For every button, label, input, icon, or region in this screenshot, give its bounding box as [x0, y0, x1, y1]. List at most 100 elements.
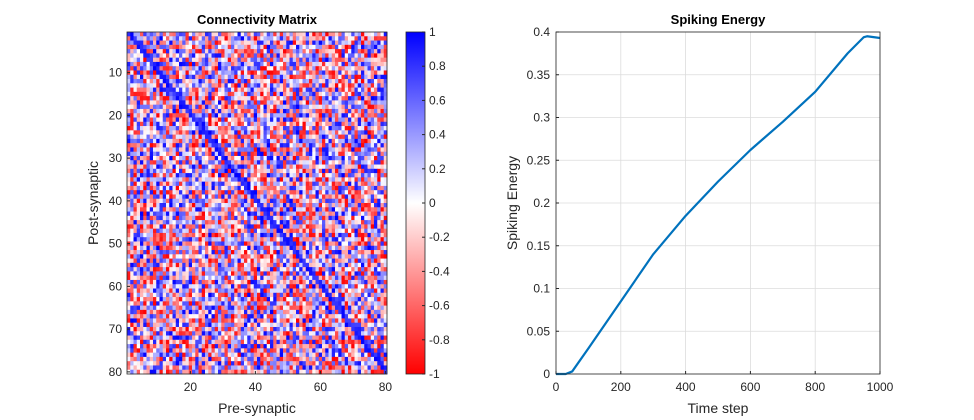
heatmap-cell: [305, 108, 310, 114]
heatmap-cell: [351, 198, 355, 204]
heatmap-cell: [341, 267, 346, 272]
heatmap-cell: [374, 74, 378, 80]
heatmap-cell: [224, 91, 229, 97]
heatmap-cell: [130, 53, 134, 59]
heatmap-cell: [237, 32, 242, 37]
heatmap-cell: [351, 279, 355, 285]
heatmap-cell: [211, 121, 216, 127]
heatmap-cell: [279, 224, 284, 230]
heatmap-cell: [214, 181, 219, 187]
heatmap-cell: [335, 232, 339, 238]
heatmap-cell: [351, 245, 355, 251]
heatmap-cell: [201, 288, 206, 294]
heatmap-cell: [348, 164, 352, 170]
heatmap-cell: [221, 203, 225, 208]
heatmap-cell: [260, 198, 264, 204]
heatmap-cell: [136, 164, 141, 170]
heatmap-cell: [162, 262, 167, 268]
heatmap-cell: [205, 143, 209, 148]
heatmap-cell: [250, 130, 255, 135]
heatmap-cell: [162, 100, 167, 106]
heatmap-cell: [289, 275, 294, 281]
heatmap-cell: [159, 143, 164, 148]
heatmap-cell: [312, 271, 316, 277]
heatmap-cell: [231, 108, 235, 114]
heatmap-cell: [276, 117, 281, 123]
heatmap-cell: [325, 117, 329, 123]
heatmap-cell: [218, 53, 222, 59]
heatmap-cell: [227, 232, 232, 238]
heatmap-cell: [146, 74, 151, 80]
heatmap-cell: [315, 70, 320, 76]
heatmap-cell: [205, 44, 209, 50]
heatmap-cell: [159, 40, 164, 46]
heatmap-cell: [166, 297, 170, 302]
heatmap-cell: [283, 275, 287, 281]
heatmap-cell: [175, 134, 180, 140]
heatmap-cell: [338, 284, 342, 289]
heatmap-cell: [159, 79, 164, 84]
heatmap-cell: [253, 44, 258, 50]
heatmap-cell: [361, 87, 365, 93]
heatmap-cell: [344, 232, 349, 238]
heatmap-cell: [234, 79, 238, 84]
heatmap-cell: [185, 151, 190, 157]
heatmap-cell: [292, 138, 297, 144]
heatmap-cell: [179, 181, 183, 187]
heatmap-cell: [354, 134, 359, 140]
heatmap-cell: [305, 44, 310, 50]
heatmap-cell: [237, 147, 242, 153]
heatmap-cell: [302, 288, 307, 294]
heatmap-cell: [231, 155, 235, 161]
heatmap-cell: [283, 262, 287, 268]
heatmap-cell: [335, 173, 339, 178]
heatmap-cell: [338, 44, 342, 50]
heatmap-cell: [221, 49, 225, 54]
heatmap-cell: [201, 61, 206, 67]
heatmap-cell: [136, 279, 141, 285]
heatmap-cell: [231, 168, 235, 174]
heatmap-cell: [289, 181, 294, 187]
heatmap-cell: [162, 57, 167, 63]
heatmap-cell: [136, 228, 141, 234]
heatmap-cell: [370, 113, 375, 118]
heatmap-cell: [166, 147, 170, 153]
heatmap-cell: [208, 185, 212, 191]
heatmap-cell: [370, 66, 375, 71]
heatmap-cell: [257, 53, 261, 59]
heatmap-cell: [348, 100, 352, 106]
heatmap-cell: [172, 224, 177, 230]
heatmap-cell: [195, 262, 199, 268]
heatmap-cell: [266, 126, 271, 131]
heatmap-cell: [312, 207, 316, 212]
heatmap-cell: [179, 185, 183, 191]
heatmap-cell: [357, 185, 362, 191]
heatmap-cell: [146, 185, 151, 191]
heatmap-cell: [218, 284, 222, 289]
heatmap-cell: [227, 194, 232, 200]
heatmap-cell: [257, 108, 261, 114]
heatmap-cell: [146, 292, 151, 298]
heatmap-cell: [221, 245, 225, 251]
heatmap-cell: [302, 215, 307, 221]
heatmap-cell: [318, 250, 323, 255]
heatmap-cell: [159, 254, 164, 259]
heatmap-cell: [273, 121, 277, 127]
heatmap-cell: [338, 194, 342, 200]
heatmap-cell: [367, 228, 372, 234]
heatmap-cell: [192, 164, 196, 170]
heatmap-cell: [328, 117, 333, 123]
heatmap-cell: [221, 91, 225, 97]
heatmap-cell: [270, 113, 274, 118]
heatmap-cell: [198, 241, 203, 247]
heatmap-cell: [377, 181, 381, 187]
heatmap-cell: [162, 96, 167, 101]
heatmap-cell: [305, 271, 310, 277]
heatmap-cell: [153, 288, 157, 294]
heatmap-cell: [247, 53, 251, 59]
heatmap-cell: [201, 91, 206, 97]
heatmap-cell: [302, 130, 307, 135]
heatmap-cell: [130, 126, 134, 131]
heatmap-cell: [130, 66, 134, 71]
heatmap-cell: [166, 164, 170, 170]
